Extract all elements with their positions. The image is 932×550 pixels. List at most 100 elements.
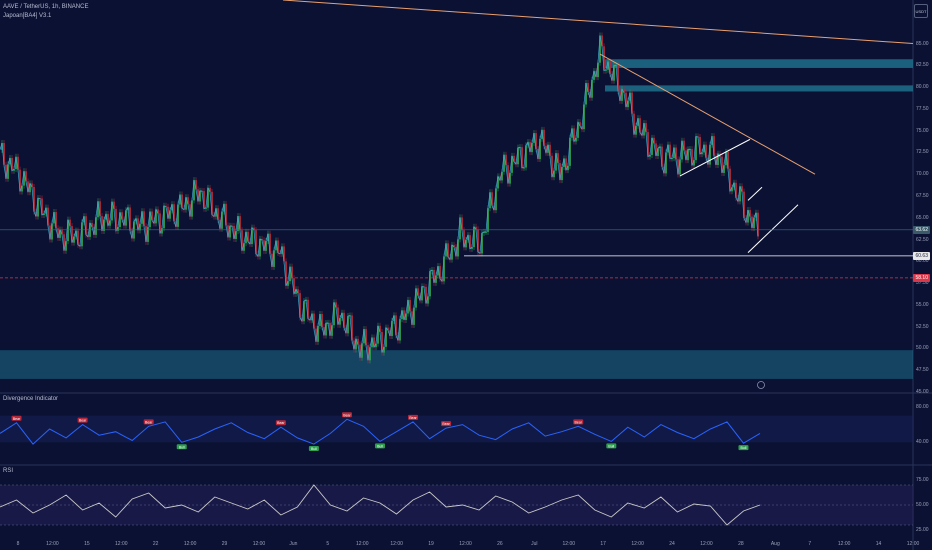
candle-body <box>607 61 609 70</box>
candle-body <box>297 289 299 294</box>
candle-body <box>693 160 695 166</box>
candle-body <box>645 123 647 133</box>
candle-body <box>717 153 719 165</box>
divergence-line <box>0 418 761 445</box>
candle-body <box>483 231 485 233</box>
candle-body <box>81 222 83 247</box>
candle-body <box>553 170 555 178</box>
time-tick-label: 8 <box>16 541 20 547</box>
candle-body <box>583 104 585 130</box>
candle-body <box>97 201 99 218</box>
candle-body <box>205 207 207 209</box>
price-tick-label: 82.50 <box>916 62 929 69</box>
candle-body <box>117 227 119 231</box>
candle-body <box>613 65 615 81</box>
bear-signal-label <box>11 415 22 421</box>
candle-body <box>273 250 275 267</box>
candle-body <box>95 217 97 235</box>
signal-text: Bear <box>145 420 153 424</box>
candle-body <box>569 137 571 166</box>
candle-body <box>749 210 751 217</box>
candle-body <box>255 230 257 255</box>
candle-body <box>541 129 543 139</box>
time-tick-label: 12:00 <box>252 541 266 547</box>
candle-body <box>395 315 397 336</box>
candle-body <box>399 319 401 341</box>
candle-body <box>377 325 379 344</box>
candle-body <box>489 192 491 209</box>
price-tick-label: 52.50 <box>916 323 929 330</box>
candle-body <box>329 322 331 336</box>
candle-body <box>295 289 297 294</box>
candle-body <box>405 313 407 321</box>
time-tick-label: 12:00 <box>837 541 851 547</box>
candle-body <box>85 216 87 235</box>
candle-body <box>53 212 55 224</box>
candle-body <box>751 216 753 229</box>
candle-body <box>517 147 519 165</box>
candle-body <box>757 212 759 237</box>
candle-body <box>561 167 563 181</box>
bear-signal-label <box>573 419 584 425</box>
candle-body <box>317 325 319 342</box>
candle-body <box>19 169 21 192</box>
candle-body <box>157 209 159 214</box>
candle-body <box>651 137 653 155</box>
candle-body <box>165 205 167 207</box>
candle-body <box>293 278 295 294</box>
candle-body <box>137 218 139 231</box>
candle-body <box>595 71 597 78</box>
currency-button[interactable]: USDT <box>914 4 928 18</box>
candle-body <box>731 187 733 192</box>
candle-body <box>679 159 681 175</box>
candle-body <box>267 233 269 241</box>
candle-body <box>687 149 689 161</box>
candle-body <box>69 219 71 227</box>
candle-body <box>673 147 675 159</box>
divergence-title: Divergence Indicator <box>3 396 59 402</box>
candle-body <box>713 136 715 156</box>
time-tick-label: 12:00 <box>355 541 369 547</box>
candle-body <box>369 347 371 361</box>
candle-body <box>243 243 245 251</box>
candle-body <box>557 153 559 164</box>
candle-body <box>31 183 33 187</box>
candle-body <box>59 229 61 238</box>
oscillator-band <box>0 415 913 443</box>
time-tick-label: 12:00 <box>906 541 920 547</box>
candle-body <box>265 240 267 251</box>
candle-body <box>381 331 383 353</box>
time-tick-label: 19 <box>428 541 434 547</box>
candle-body <box>453 244 455 248</box>
candle-body <box>197 189 199 202</box>
candle-body <box>511 155 513 173</box>
time-tick-label: 26 <box>497 541 503 547</box>
candle-body <box>101 216 103 231</box>
time-tick-label: 12:00 <box>46 541 59 547</box>
candle-body <box>41 198 43 216</box>
candle-body <box>471 247 473 249</box>
candle-body <box>225 203 227 226</box>
candle-body <box>383 346 385 353</box>
bull-signal-label <box>375 443 385 449</box>
candle-body <box>525 145 527 168</box>
candle-body <box>241 230 243 251</box>
candle-body <box>71 226 73 243</box>
bull-signal-label <box>176 444 187 450</box>
channel-line <box>679 138 751 177</box>
candle-body <box>159 213 161 234</box>
candle-body <box>247 231 249 242</box>
candle-body <box>99 201 101 217</box>
signal-text: Bear <box>575 420 583 424</box>
candle-body <box>93 226 95 235</box>
candle-body <box>415 288 417 308</box>
candle-body <box>167 206 169 219</box>
candle-body <box>149 211 151 228</box>
candle-body <box>401 310 403 320</box>
time-tick-label: 14 <box>875 541 882 547</box>
candle-body <box>37 198 39 217</box>
candle-body <box>653 137 655 144</box>
candle-body <box>221 211 223 229</box>
candle-body <box>547 144 549 153</box>
